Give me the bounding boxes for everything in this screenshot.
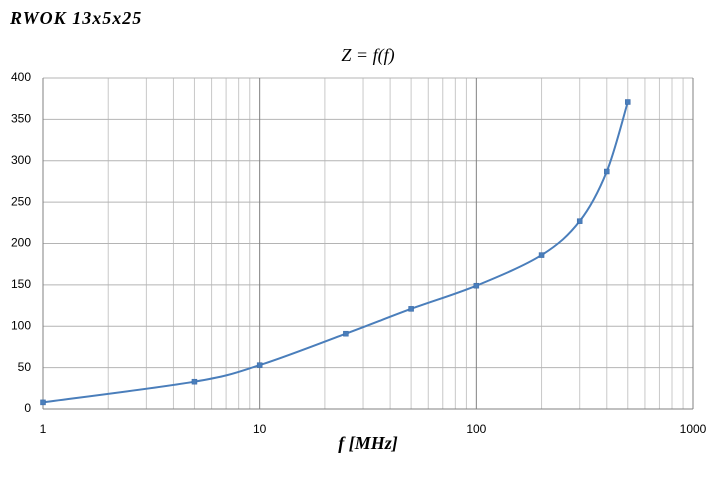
y-tick-label: 0 (24, 401, 31, 415)
marker (625, 99, 631, 105)
chart-title: Z = f(f) (341, 45, 394, 66)
x-axis-label: f [MHz] (338, 433, 398, 453)
marker (256, 362, 263, 368)
y-tick-label: 50 (18, 360, 32, 374)
y-tick-label: 100 (11, 318, 31, 332)
y-tick-label: 350 (11, 112, 31, 126)
page-heading: RWOK 13x5x25 (9, 8, 142, 28)
marker (408, 306, 414, 312)
marker (538, 252, 545, 258)
line (42, 101, 629, 404)
y-tick-label: 400 (11, 70, 31, 84)
x-tick-label: 10 (253, 422, 267, 436)
x-tick-label: 100 (466, 422, 486, 436)
x-tick-label: 1000 (680, 422, 707, 436)
y-tick-label: 250 (11, 194, 31, 208)
marker (191, 378, 198, 385)
x-tick-label: 1 (40, 422, 47, 436)
marker (473, 282, 480, 289)
marker (604, 168, 610, 175)
marker (576, 218, 583, 224)
y-tick-label: 150 (11, 277, 31, 291)
y-tick-label: 200 (11, 236, 31, 250)
marker (343, 330, 349, 337)
marker (40, 399, 46, 406)
y-tick-label: 300 (11, 153, 31, 167)
